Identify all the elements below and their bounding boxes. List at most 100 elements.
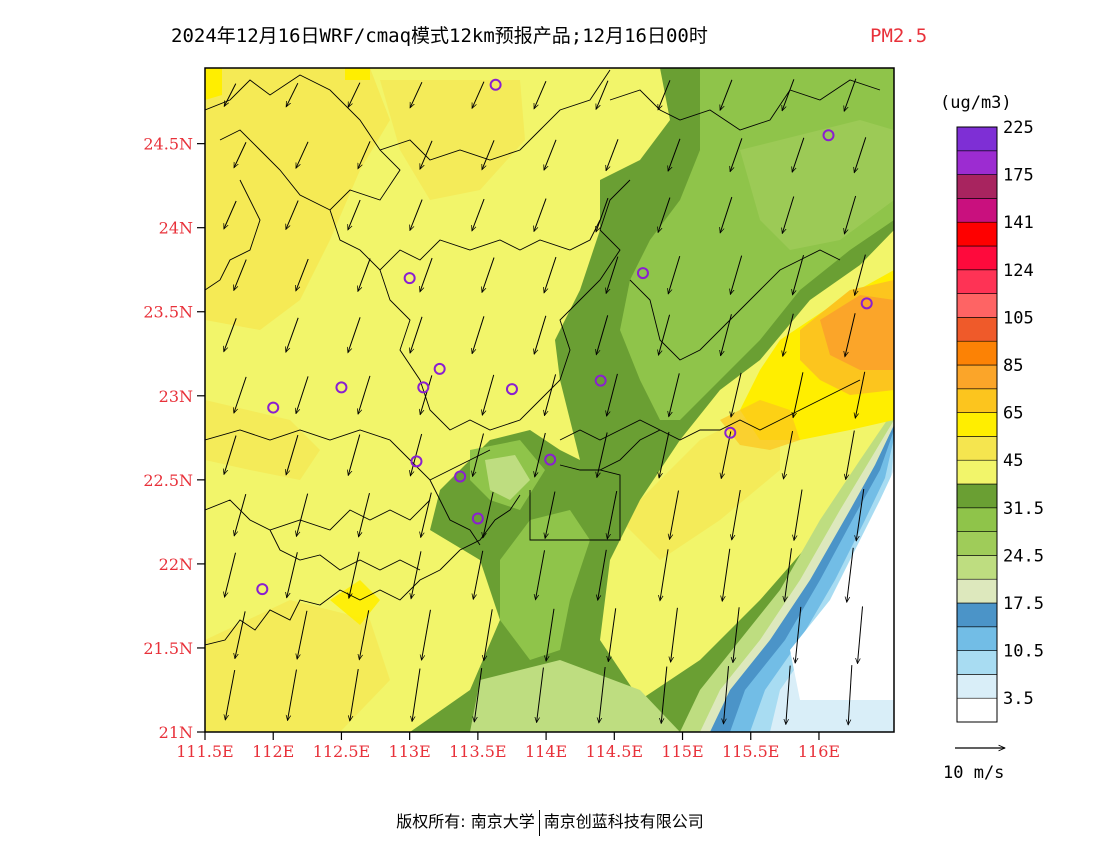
wind-arrow — [795, 606, 802, 663]
wind-arrow — [350, 668, 359, 721]
copyright-footer: 版权所有: 南京大学 南京创蓝科技有限公司 — [0, 808, 1100, 836]
colorbar-swatch — [956, 555, 998, 580]
wind-arrow — [659, 431, 670, 478]
wind-arrow — [792, 254, 805, 295]
wind-arrow — [223, 200, 237, 229]
wind-arrow — [473, 433, 484, 477]
wind-arrow — [285, 200, 299, 230]
wind-arrow — [606, 256, 619, 294]
colorbar-swatch — [956, 483, 998, 509]
wind-arrow — [668, 138, 681, 171]
colorbar-swatch — [956, 602, 998, 628]
map-title: 2024年12月16日WRF/cmaq模式12km预报产品;12月16日00时 — [171, 25, 708, 47]
wind-arrow — [720, 196, 733, 233]
wind-arrow — [793, 372, 804, 417]
wind-arrow — [607, 490, 618, 539]
wind-arrow — [668, 255, 681, 294]
wind-arrow — [409, 81, 423, 108]
wind-arrow — [474, 667, 483, 722]
wind-arrow — [782, 79, 795, 110]
colorbar-swatch — [956, 626, 998, 651]
colorbar-label: 17.5 — [1003, 594, 1044, 614]
colorbar-swatch — [956, 221, 998, 247]
wind-arrow — [297, 610, 308, 659]
lon-tick-label: 112E — [252, 742, 294, 761]
station-marker — [454, 470, 467, 483]
wind-arrow — [420, 375, 433, 414]
station-marker — [267, 401, 280, 414]
wind-arrow — [783, 430, 794, 479]
wind-arrow — [484, 609, 493, 660]
lat-tick-label: 23N — [159, 387, 193, 406]
wind-arrow — [233, 142, 247, 167]
wind-arrow — [296, 493, 309, 537]
wind-arrow — [234, 259, 247, 291]
wind-arrow — [783, 313, 794, 356]
lon-tick-label: 115.5E — [722, 742, 779, 761]
colorbar-label: 85 — [1003, 356, 1023, 376]
wind-arrow — [358, 258, 371, 292]
station-marker — [544, 453, 557, 466]
wind-arrow — [285, 82, 299, 107]
colorbar-frame — [956, 126, 998, 723]
latitude-axis: 24.5N 24N 23.5N 23N 22.5N 22N 21.5N 21N — [143, 135, 205, 742]
station-marker — [822, 129, 835, 142]
lon-tick-label: 113E — [389, 742, 431, 761]
wind-arrow — [599, 667, 606, 723]
station-marker — [403, 272, 416, 285]
wind-arrow — [782, 196, 795, 234]
lat-tick-label: 24N — [159, 219, 193, 238]
colorbar-swatch — [956, 531, 998, 556]
colorbar-swatch — [956, 459, 998, 485]
colorbar-swatch — [956, 412, 998, 437]
colorbar-label: 24.5 — [1003, 546, 1044, 566]
colorbar-swatch — [956, 674, 998, 699]
lat-tick-label: 21N — [159, 723, 193, 742]
wind-arrow — [347, 82, 361, 108]
colorbar-unit: (ug/m3) — [940, 93, 1012, 113]
wind-arrow — [596, 315, 609, 354]
colorbar-label: 31.5 — [1003, 499, 1044, 519]
colorbar-label: 175 — [1003, 166, 1034, 186]
station-marker — [594, 374, 607, 387]
station-marker — [636, 267, 649, 280]
wind-arrow — [857, 606, 864, 663]
wind-arrow — [359, 610, 370, 659]
colorbar-swatch — [956, 245, 998, 271]
wind-arrow — [606, 139, 619, 170]
wind-arrow — [786, 665, 791, 725]
lat-tick-label: 22N — [159, 555, 193, 574]
wind-arrow — [660, 549, 669, 600]
wind-arrow — [295, 141, 309, 168]
wind-reference: 10 m/s — [943, 748, 1005, 783]
pm25-field — [205, 68, 894, 732]
wind-arrow — [234, 493, 247, 536]
wind-arrow — [296, 376, 309, 413]
wind-arrow — [730, 255, 743, 295]
wind-arrow — [410, 199, 423, 231]
lon-tick-label: 113.5E — [449, 742, 506, 761]
wind-arrow — [658, 314, 671, 355]
colorbar-label: 10.5 — [1003, 642, 1044, 662]
wind-arrow — [482, 257, 495, 293]
wind-arrow — [856, 489, 865, 541]
colorbar-label: 141 — [1003, 213, 1034, 233]
wind-arrow — [784, 548, 793, 601]
copyright-prefix: 版权所有: — [396, 812, 466, 831]
wind-arrow — [482, 374, 495, 415]
station-marker — [860, 297, 873, 310]
wind-arrow — [848, 665, 853, 725]
wind-arrow — [846, 430, 855, 480]
wind-arrow — [731, 372, 742, 417]
wind-arrow — [359, 492, 370, 537]
wind-arrow — [855, 254, 866, 296]
wind-arrow — [535, 432, 546, 477]
wind-arrow — [357, 141, 371, 168]
wind-arrow — [855, 371, 866, 418]
station-marker — [256, 583, 269, 596]
wind-arrow — [730, 138, 743, 171]
wind-arrow — [412, 668, 421, 722]
wind-arrow — [286, 434, 299, 475]
lon-tick-label: 114.5E — [586, 742, 643, 761]
wind-arrow — [235, 611, 246, 658]
